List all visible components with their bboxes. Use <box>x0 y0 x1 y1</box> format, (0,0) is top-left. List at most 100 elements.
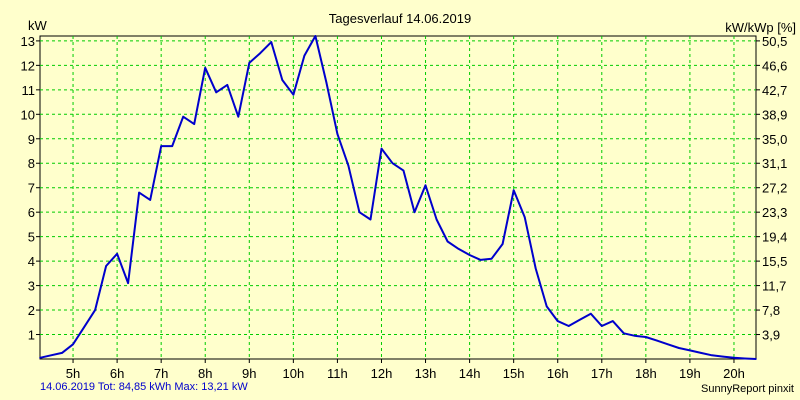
data-point <box>270 41 273 43</box>
x-tick-label: 9h <box>242 366 256 381</box>
grid <box>40 36 756 359</box>
data-point <box>171 145 173 147</box>
x-tick-label: 10h <box>283 366 305 381</box>
data-point <box>325 81 328 84</box>
data-point <box>612 320 614 322</box>
y2-tick-label: 27,2 <box>762 181 787 196</box>
data-point <box>138 191 140 194</box>
x-tick-label: 11h <box>327 366 348 381</box>
data-point <box>457 248 460 250</box>
data-point <box>303 54 306 57</box>
data-point <box>424 184 427 187</box>
y2-tick-label: 31,1 <box>762 156 787 171</box>
data-point <box>744 357 746 360</box>
x-tick-label: 20h <box>723 366 745 381</box>
data-point <box>645 336 647 338</box>
x-tick-label: 16h <box>547 366 569 381</box>
data-point <box>72 343 74 346</box>
x-tick-label: 5h <box>66 366 80 381</box>
y2-tick-label: 35,0 <box>762 132 787 147</box>
x-tick-label: 12h <box>371 366 393 381</box>
y-tick-label: 9 <box>28 132 35 147</box>
x-tick-label: 6h <box>110 366 124 381</box>
data-point <box>391 162 394 164</box>
data-point <box>722 355 724 358</box>
data-point <box>501 243 504 245</box>
y-axis-right: 3,9 7,8 11,7 15,5 19,4 23,3 27,2 31,1 35,0 38,9 42… <box>756 34 787 343</box>
data-point <box>237 115 240 118</box>
y2-tick-label: 15,5 <box>762 254 787 269</box>
data-point <box>105 265 107 267</box>
data-point <box>656 339 658 342</box>
y-tick-label: 5 <box>28 230 35 245</box>
data-point <box>182 115 184 118</box>
data-point <box>623 332 625 335</box>
y-tick-label: 12 <box>21 58 35 73</box>
data-point <box>215 91 217 94</box>
footer-brand: SunnyReport pinxit <box>701 383 794 395</box>
chart-title: Tagesverlauf 14.06.2019 <box>329 11 471 26</box>
y2-tick-label: 50,5 <box>762 34 787 49</box>
data-point <box>545 305 548 308</box>
x-tick-label: 17h <box>591 366 613 381</box>
data-point <box>755 358 757 360</box>
y-tick-label: 11 <box>22 83 36 98</box>
data-point <box>116 253 118 255</box>
data-point <box>534 267 537 270</box>
data-point <box>50 354 52 357</box>
x-tick-label: 7h <box>154 366 168 381</box>
data-point <box>314 35 317 37</box>
data-point <box>435 218 438 221</box>
y-tick-label: 10 <box>21 107 35 122</box>
data-point <box>358 211 361 213</box>
y2-tick-label: 23,3 <box>762 205 787 220</box>
data-point <box>94 309 96 311</box>
data-point <box>567 325 570 327</box>
y2-tick-label: 3,9 <box>762 328 780 343</box>
y2-tick-label: 38,9 <box>762 107 787 122</box>
data-point <box>336 133 339 135</box>
data-points <box>39 35 757 360</box>
y-tick-label: 1 <box>28 328 35 343</box>
data-point <box>402 169 405 172</box>
x-tick-label: 15h <box>503 366 525 381</box>
data-point <box>711 354 713 357</box>
data-point <box>226 84 229 86</box>
y-axis-label-left: kW <box>28 18 48 33</box>
data-point <box>689 349 691 352</box>
data-point <box>193 123 195 125</box>
y-tick-label: 7 <box>28 181 35 196</box>
series-line-leistung <box>39 35 757 360</box>
x-tick-label: 8h <box>198 366 212 381</box>
data-point <box>667 343 669 346</box>
data-point <box>39 357 41 359</box>
y-tick-label: 13 <box>21 34 35 49</box>
data-point <box>590 312 592 315</box>
y-tick-label: 4 <box>28 254 35 269</box>
y2-tick-label: 19,4 <box>762 230 787 245</box>
data-point <box>413 211 416 213</box>
data-point <box>700 352 702 354</box>
data-point <box>380 147 383 150</box>
data-point <box>479 259 482 261</box>
data-point <box>512 189 515 191</box>
y2-tick-label: 42,7 <box>762 83 787 98</box>
data-point <box>556 320 559 322</box>
y2-tick-label: 7,8 <box>762 303 780 318</box>
data-point <box>634 335 636 337</box>
x-tick-label: 19h <box>679 366 701 381</box>
data-point <box>446 240 449 243</box>
x-tick-label: 13h <box>415 366 437 381</box>
y-tick-label: 8 <box>28 156 35 171</box>
x-tick-label: 14h <box>459 366 481 381</box>
y2-tick-label: 46,6 <box>762 58 787 73</box>
data-point <box>149 199 151 201</box>
y2-tick-label: 11,7 <box>762 279 786 294</box>
data-point <box>83 326 85 329</box>
data-point <box>468 254 471 256</box>
x-tick-label: 18h <box>635 366 657 381</box>
data-point <box>204 67 206 69</box>
data-point <box>733 357 735 359</box>
x-axis: 5h 6h 7h 8h 9h 10h 11h 12h 13h 14h 15h 16h 17h 18h 19h… <box>66 359 745 381</box>
